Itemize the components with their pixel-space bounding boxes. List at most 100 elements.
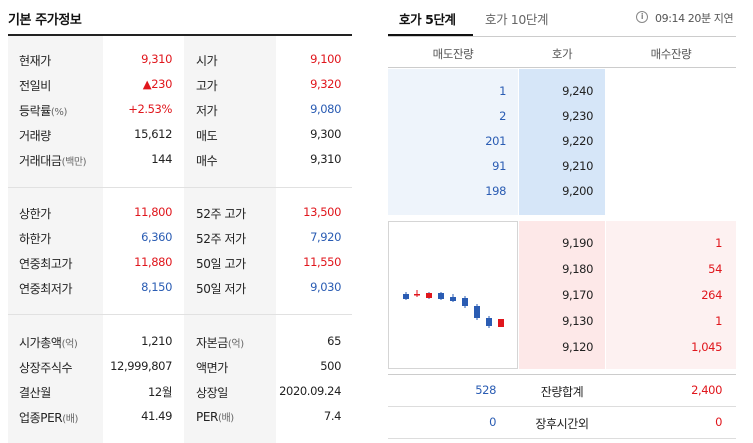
ask-price[interactable]: 9,210 <box>562 159 593 173</box>
title-divider <box>8 34 352 36</box>
field-value: 9,080 <box>310 102 341 116</box>
bid-price[interactable]: 9,130 <box>562 314 593 328</box>
field-label: 상한가 <box>19 205 51 222</box>
bid-qty: 54 <box>708 262 722 276</box>
field-value: 8,150 <box>141 280 172 294</box>
field-value: 9,310 <box>141 52 172 66</box>
ask-price[interactable]: 9,200 <box>562 184 593 198</box>
info-icon[interactable]: i <box>636 11 648 23</box>
info-row: 상장주식수 12,999,807 액면가 500 <box>8 354 352 379</box>
ask-qty: 201 <box>485 134 506 148</box>
field-label-text: 매도 <box>196 129 218 143</box>
bid-price[interactable]: 9,170 <box>562 288 593 302</box>
bid-price[interactable]: 9,180 <box>562 262 593 276</box>
header-price: 호가 <box>551 47 573 61</box>
field-value: 11,800 <box>134 205 172 219</box>
field-value: 9,100 <box>310 52 341 66</box>
field-label-text: PER <box>196 410 218 424</box>
bid-price[interactable]: 9,190 <box>562 236 593 250</box>
bid-qty: 1 <box>715 236 722 250</box>
tab-orderbook-5[interactable]: 호가 5단계 <box>399 12 456 27</box>
candle <box>438 293 444 299</box>
label-column-bg <box>184 315 276 443</box>
field-label-unit: (%) <box>50 107 68 118</box>
field-value: 41.49 <box>141 409 172 423</box>
ask-price[interactable]: 9,240 <box>562 84 593 98</box>
header-bid-qty: 매수잔량 <box>650 47 692 61</box>
tab-orderbook-10[interactable]: 호가 10단계 <box>485 12 549 27</box>
field-label-text: 연중최저가 <box>19 282 73 296</box>
section-title: 기본 주가정보 <box>8 13 82 28</box>
field-label: 자본금(억) <box>196 334 244 351</box>
field-label-text: 연중최고가 <box>19 257 73 271</box>
field-label: PER(배) <box>196 409 234 424</box>
total-remaining-row: 528 잔량합계 2,400 <box>388 375 736 407</box>
label-column-bg <box>184 188 276 314</box>
field-value: 9,300 <box>310 127 341 141</box>
field-label: 매도 <box>196 127 218 144</box>
field-label-text: 52주 고가 <box>196 207 246 221</box>
field-label: 상장일 <box>196 384 228 401</box>
field-label: 연중최저가 <box>19 280 73 297</box>
after-hours-row: 0 장후시간외 0 <box>388 407 736 439</box>
bid-qty-area <box>606 221 736 369</box>
field-label: 50일 저가 <box>196 280 246 297</box>
field-value: 6,360 <box>141 230 172 244</box>
info-row: 등락률(%) +2.53% 저가 9,080 <box>8 97 352 122</box>
bid-qty: 264 <box>701 288 722 302</box>
field-label: 고가 <box>196 77 218 94</box>
delay-notice: 09:14 20분 지연 <box>655 12 734 25</box>
orderbook-header: 매도잔량 호가 매수잔량 <box>388 36 736 68</box>
info-row: 거래량 15,612 매도 9,300 <box>8 122 352 147</box>
field-value: 7.4 <box>323 409 341 423</box>
candle <box>403 294 409 299</box>
field-label-text: 거래량 <box>19 129 51 143</box>
candle <box>426 293 432 298</box>
field-label: 거래량 <box>19 127 51 144</box>
active-tab-indicator <box>388 34 473 36</box>
field-label-unit: (백만) <box>61 157 87 168</box>
ask-price[interactable]: 9,230 <box>562 109 593 123</box>
field-value: 12,999,807 <box>110 359 172 373</box>
field-label-text: 전일비 <box>19 79 51 93</box>
field-label-text: 저가 <box>196 104 218 118</box>
total-bid-qty: 2,400 <box>691 383 722 397</box>
field-value: ▲230 <box>142 77 173 91</box>
after-hours-label: 장후시간외 <box>535 417 589 431</box>
field-value: +2.53% <box>128 102 172 116</box>
field-value: 9,030 <box>310 280 341 294</box>
field-value: 1,210 <box>141 334 172 348</box>
field-label: 시가총액(억) <box>19 334 78 351</box>
label-column-bg <box>8 315 103 443</box>
ask-qty: 1 <box>499 84 506 98</box>
info-row: 연중최저가 8,150 50일 저가 9,030 <box>8 275 352 300</box>
field-label: 시가 <box>196 52 218 69</box>
info-row: 하한가 6,360 52주 저가 7,920 <box>8 225 352 250</box>
field-label: 결산월 <box>19 384 51 401</box>
bid-price[interactable]: 9,120 <box>562 340 593 354</box>
field-label-text: 액면가 <box>196 361 228 375</box>
range-section: 상한가 11,800 52주 고가 13,500 하한가 6,360 52주 저가 7,920… <box>8 188 352 315</box>
field-label-text: 52주 저가 <box>196 232 246 246</box>
field-value: 11,550 <box>303 255 341 269</box>
field-label: 상장주식수 <box>19 359 73 376</box>
info-row: 결산월 12월 상장일 2020.09.24 <box>8 379 352 404</box>
info-row: 전일비 ▲230 고가 9,320 <box>8 72 352 97</box>
info-row: 현재가 9,310 시가 9,100 <box>8 47 352 72</box>
ask-price[interactable]: 9,220 <box>562 134 593 148</box>
field-label: 52주 고가 <box>196 205 246 222</box>
field-label-unit: (배) <box>217 413 234 424</box>
field-label-text: 시가총액 <box>19 336 62 350</box>
field-label-text: 상한가 <box>19 207 51 221</box>
total-label: 잔량합계 <box>540 385 584 399</box>
field-value: 144 <box>151 152 172 166</box>
field-value: 9,310 <box>310 152 341 166</box>
field-label-text: 하한가 <box>19 232 51 246</box>
field-label: 등락률(%) <box>19 102 67 119</box>
bid-qty: 1 <box>715 314 722 328</box>
price-section: 현재가 9,310 시가 9,100 전일비 ▲230 고가 9,320 등락률(%) +2.53… <box>8 36 352 188</box>
mini-candle-chart <box>388 221 518 369</box>
field-label: 전일비 <box>19 77 51 94</box>
ask-qty: 198 <box>485 184 506 198</box>
ask-price-area <box>519 69 605 215</box>
